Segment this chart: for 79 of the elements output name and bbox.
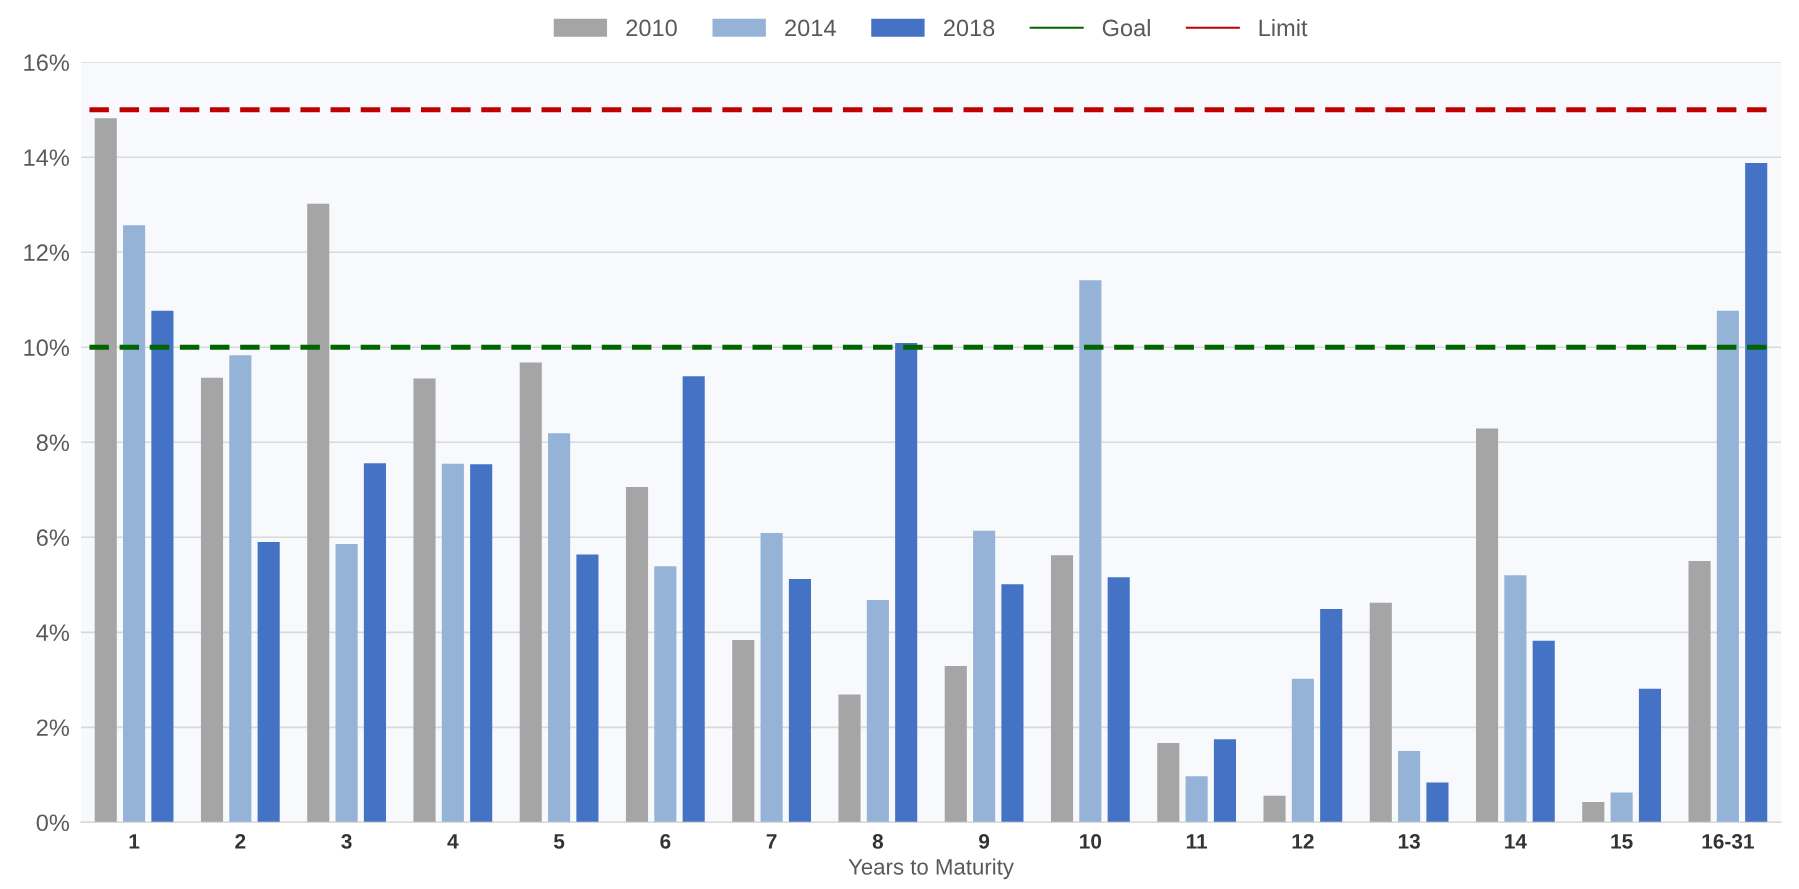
bar	[1001, 584, 1024, 823]
legend-label: 2018	[943, 19, 995, 37]
bar	[1291, 678, 1314, 823]
legend-label: Goal	[1102, 18, 1150, 37]
x-tick-label: 13	[1398, 833, 1420, 849]
bar	[1079, 280, 1102, 823]
bar	[1213, 739, 1236, 823]
x-tick-label: 15	[1611, 834, 1633, 849]
bar	[1398, 751, 1421, 823]
bar	[654, 566, 677, 823]
bar	[1050, 555, 1074, 823]
bar	[682, 376, 705, 823]
bar	[229, 355, 252, 823]
bar	[1610, 792, 1633, 823]
y-tick-label: 6%	[36, 529, 69, 547]
x-tick-label: 11	[1186, 834, 1208, 849]
bar	[625, 486, 649, 823]
bar	[788, 579, 811, 823]
x-tick-label: 3	[341, 833, 352, 849]
x-tick-label: 2	[235, 833, 246, 849]
bar	[548, 433, 571, 823]
x-tick-label: 16-31	[1702, 833, 1754, 849]
x-tick-label: 5	[553, 834, 565, 849]
x-tick-label: 7	[766, 834, 777, 849]
x-tick-label: 8	[872, 833, 884, 849]
y-tick-label: 12%	[24, 244, 70, 261]
x-tick-label: 10	[1080, 833, 1102, 849]
bar	[944, 666, 967, 823]
bar	[1688, 561, 1711, 823]
bar	[1107, 577, 1130, 823]
bar	[1157, 742, 1180, 823]
bar	[363, 463, 386, 823]
bar	[760, 533, 783, 823]
bar	[1745, 162, 1768, 823]
bar	[413, 378, 436, 823]
y-tick-label: 16%	[24, 54, 70, 72]
y-tick-label: 10%	[24, 339, 70, 357]
x-tick-label: 12	[1292, 833, 1314, 849]
bar	[1320, 609, 1343, 823]
y-tick-label: 8%	[36, 434, 69, 452]
bar	[1532, 640, 1555, 823]
bar	[441, 463, 464, 823]
bar	[519, 362, 542, 823]
bar	[470, 464, 493, 823]
y-tick-label: 2%	[36, 719, 69, 737]
bar	[1716, 310, 1739, 823]
bar	[866, 600, 889, 823]
x-tick-label: 14	[1505, 834, 1527, 849]
y-tick-label: 0%	[36, 814, 69, 832]
bar	[151, 310, 174, 823]
bar	[732, 639, 755, 823]
bar	[1638, 688, 1662, 823]
bar	[1185, 776, 1208, 823]
bar	[838, 694, 861, 823]
bar	[895, 342, 918, 823]
x-tick-label: 1	[129, 834, 140, 849]
bar	[1369, 602, 1392, 823]
bar	[1475, 428, 1499, 823]
x-tick-label: 4	[447, 834, 459, 849]
bar	[335, 543, 358, 823]
bar	[973, 530, 996, 823]
bar	[200, 377, 224, 823]
y-tick-label: 4%	[36, 624, 69, 641]
x-tick-label: 6	[660, 833, 671, 849]
legend-label: 2014	[785, 19, 836, 37]
legend-label: Limit	[1259, 18, 1308, 37]
bar	[123, 225, 146, 823]
legend-label: 2010	[626, 19, 677, 37]
bar	[94, 118, 117, 823]
bar	[307, 203, 330, 823]
y-tick-label: 14%	[24, 149, 70, 166]
bar	[1504, 575, 1527, 823]
x-tick-label: 9	[979, 833, 990, 849]
bar	[1263, 795, 1286, 823]
x-axis-title: Years to Maturity	[848, 858, 1014, 880]
bar	[257, 542, 280, 823]
bar	[1426, 782, 1449, 823]
bar	[1582, 801, 1605, 823]
bar	[576, 554, 599, 823]
